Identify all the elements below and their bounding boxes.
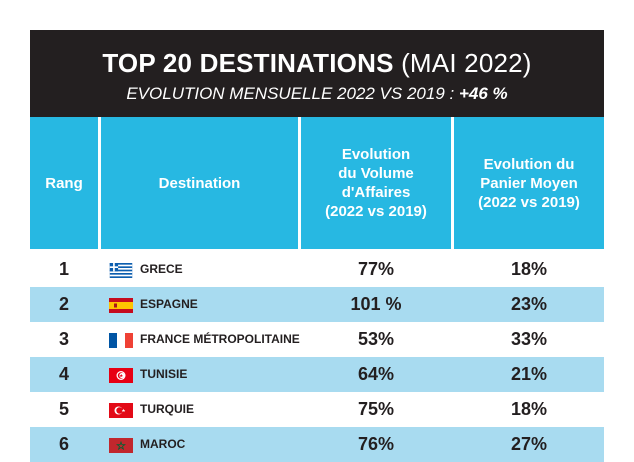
- page-subtitle: EVOLUTION MENSUELLE 2022 VS 2019 : +46 %: [30, 84, 604, 104]
- spain-flag-icon: [109, 298, 133, 313]
- column-header-panier-line: (2022 vs 2019): [478, 193, 580, 211]
- table-row: 3 FRANCE MÉTROPOLITAINE 53% 33%: [30, 322, 604, 357]
- column-header-volume: Evolution du Volume d'Affaires (2022 vs …: [301, 117, 451, 249]
- table-row: 2 ESPAGNE 101 % 23%: [30, 287, 604, 322]
- destination-cell: TUNISIE: [140, 367, 188, 381]
- volume-cell: 76%: [357, 434, 395, 454]
- rank-cell: 2: [58, 294, 69, 314]
- table-header-banner: TOP 20 DESTINATIONS (MAI 2022) EVOLUTION…: [30, 30, 604, 117]
- page-title: TOP 20 DESTINATIONS (MAI 2022): [30, 48, 604, 78]
- rank-cell: 6: [58, 434, 69, 454]
- column-header-panier: Evolution du Panier Moyen (2022 vs 2019): [454, 117, 604, 249]
- destination-cell: MAROC: [140, 437, 186, 451]
- table-row: 4 TUNISIE 64% 21%: [30, 357, 604, 392]
- volume-cell: 64%: [357, 364, 395, 384]
- destination-cell: GRECE: [140, 262, 183, 276]
- table-row: 1 GRECE 77% 18%: [30, 252, 604, 287]
- tunisia-flag-icon: [109, 368, 133, 383]
- subtitle-label: EVOLUTION MENSUELLE 2022 VS 2019 :: [126, 84, 455, 103]
- column-header-destination: Destination: [101, 117, 298, 249]
- table-row: 5 TURQUIE 75% 18%: [30, 392, 604, 427]
- column-header-destination-label: Destination: [158, 174, 241, 192]
- column-header-volume-line: du Volume: [338, 165, 414, 182]
- volume-cell: 75%: [357, 399, 395, 419]
- greece-flag-icon: [109, 263, 133, 278]
- column-header-volume-line: d'Affaires: [341, 184, 411, 201]
- panier-cell: 27%: [510, 434, 548, 454]
- title-main: TOP 20 DESTINATIONS: [102, 48, 394, 78]
- column-header-rang: Rang: [30, 117, 98, 249]
- rank-cell: 4: [58, 364, 69, 384]
- turkey-flag-icon: [109, 403, 133, 418]
- volume-cell: 77%: [357, 259, 395, 279]
- table-row: 6 MAROC 76% 27%: [30, 427, 604, 462]
- destinations-table: TOP 20 DESTINATIONS (MAI 2022) EVOLUTION…: [30, 30, 604, 462]
- rank-cell: 3: [58, 329, 69, 349]
- volume-cell: 101 %: [350, 294, 402, 314]
- panier-cell: 23%: [510, 294, 548, 314]
- france-flag-icon: [109, 333, 133, 348]
- column-header-rang-label: Rang: [45, 174, 83, 192]
- title-period: (MAI 2022): [401, 48, 532, 78]
- panier-cell: 18%: [510, 259, 548, 279]
- rank-cell: 5: [58, 399, 69, 419]
- column-header-volume-line: Evolution: [341, 146, 411, 163]
- column-header-volume-line: (2022 vs 2019): [325, 203, 427, 220]
- rank-cell: 1: [58, 259, 69, 279]
- panier-cell: 21%: [510, 364, 548, 384]
- subtitle-value: +46 %: [458, 84, 508, 103]
- morocco-flag-icon: [109, 438, 133, 453]
- panier-cell: 33%: [510, 329, 548, 349]
- column-header-panier-line: Evolution du: [483, 155, 575, 173]
- destination-cell: ESPAGNE: [140, 297, 198, 311]
- volume-cell: 53%: [357, 329, 395, 349]
- destination-cell: FRANCE MÉTROPOLITAINE: [140, 332, 300, 346]
- destination-cell: TURQUIE: [140, 402, 194, 416]
- column-header-panier-line: Panier Moyen: [480, 174, 578, 192]
- panier-cell: 18%: [510, 399, 548, 419]
